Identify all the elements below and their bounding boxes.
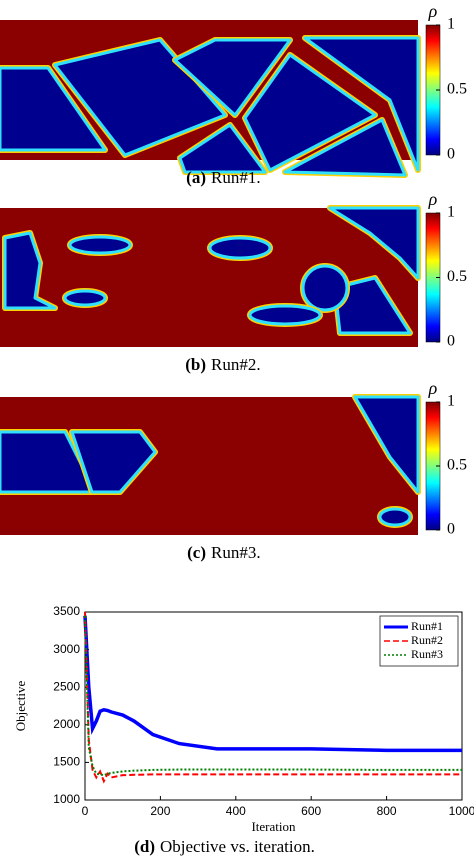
void-region [63, 289, 107, 307]
colorbar-tick-label: 0 [447, 333, 455, 350]
density-map [0, 394, 421, 535]
x-tick-label: 400 [226, 804, 246, 818]
y-tick-label: 2000 [53, 717, 80, 731]
caption: Run#2. [211, 355, 261, 374]
void-region [0, 66, 107, 152]
colorbar-tick-label: 0.5 [447, 81, 467, 98]
void-region [378, 507, 412, 527]
void-region [353, 395, 420, 494]
void-region [243, 53, 377, 172]
legend-label: Run#2 [411, 633, 443, 647]
caption-label: (c) [187, 543, 206, 562]
density-map [0, 20, 421, 178]
void-region [283, 118, 407, 177]
colorbar-symbol: ρ [428, 189, 438, 209]
void-region [208, 236, 272, 260]
void-region [70, 430, 157, 494]
void-region [303, 36, 420, 172]
void-region [248, 304, 322, 326]
x-axis-label: Iteration [251, 819, 296, 834]
y-axis-label: Objective [13, 681, 28, 732]
caption: Objective vs. iteration. [160, 837, 315, 856]
y-tick-label: 1000 [53, 792, 80, 806]
caption: Run#1. [211, 168, 261, 187]
y-tick-label: 2500 [53, 679, 80, 693]
colorbar-symbol: ρ [428, 378, 438, 398]
caption-label: (a) [186, 168, 206, 187]
y-tick-label: 3000 [53, 642, 80, 656]
colorbar-tick-label: 0 [447, 146, 455, 163]
void-region [328, 206, 420, 280]
density-map [0, 205, 421, 347]
legend-label: Run#3 [411, 647, 443, 661]
caption-label: (d) [134, 837, 155, 856]
x-tick-label: 600 [301, 804, 321, 818]
colorbar-tick-label: 1 [447, 393, 455, 410]
colorbar-tick-label: 0.5 [447, 268, 467, 285]
y-tick-label: 1500 [53, 755, 80, 769]
series-line [84, 615, 462, 777]
colorbar-tick-label: 0 [447, 521, 455, 538]
x-tick-label: 800 [377, 804, 397, 818]
colorbar-tick-label: 1 [447, 16, 455, 33]
void-region [3, 231, 57, 310]
y-tick-label: 3500 [53, 604, 80, 618]
series-line [83, 615, 462, 753]
void-region [68, 235, 132, 255]
x-tick-label: 0 [82, 804, 89, 818]
colorbar-tick-label: 1 [447, 204, 455, 221]
void-region [173, 38, 292, 117]
caption-label: (b) [185, 355, 206, 374]
legend-label: Run#1 [411, 619, 443, 633]
series-line [84, 611, 462, 784]
void-region [178, 123, 267, 174]
colorbar-tick-label: 0.5 [447, 457, 467, 474]
caption: Run#3. [211, 543, 261, 562]
x-tick-label: 200 [150, 804, 170, 818]
colorbar-symbol: ρ [428, 1, 438, 21]
x-tick-label: 1000 [449, 804, 474, 818]
void-region [301, 264, 349, 312]
void-region [333, 276, 412, 335]
